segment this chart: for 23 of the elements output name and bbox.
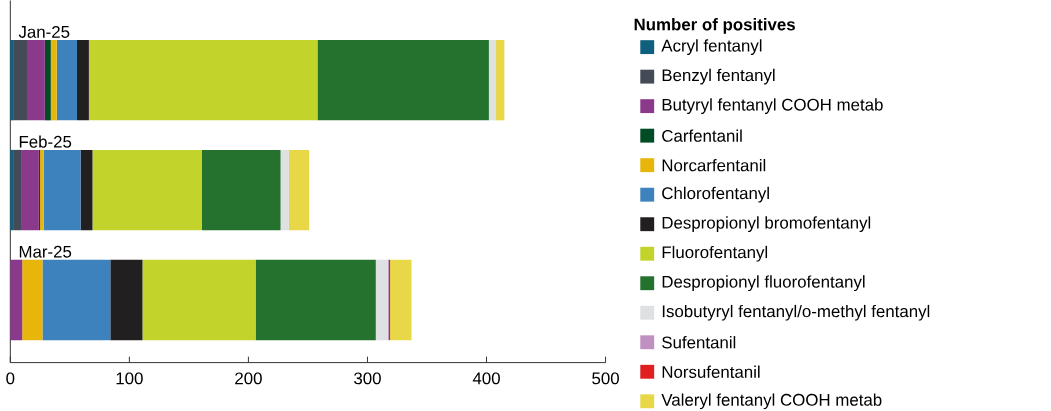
legend-label: Carfentanil bbox=[662, 129, 742, 142]
y-tick-label: Feb-25 bbox=[19, 135, 72, 148]
legend-label: Butyryl fentanyl COOH metab bbox=[662, 98, 883, 114]
y-tick-label: Jan-25 bbox=[18, 25, 70, 38]
legend-label: Sufentanil bbox=[662, 335, 736, 349]
legend-label: Chlorofentanyl bbox=[662, 186, 769, 203]
legend-label: Fluorofentanyl bbox=[662, 245, 768, 262]
legend-label: Despropionyl bromofentanyl bbox=[662, 216, 871, 232]
x-tick-label: 100 bbox=[116, 372, 143, 385]
x-tick-label: 300 bbox=[354, 372, 381, 385]
y-tick-label: Mar-25 bbox=[19, 245, 72, 258]
legend-label: Acryl fentanyl bbox=[661, 39, 762, 55]
legend-label: Norsufentanil bbox=[662, 365, 760, 378]
x-tick-label: 200 bbox=[235, 372, 262, 385]
legend-label: Norcarfentanil bbox=[662, 158, 766, 172]
legend-label: Isobutyryl fentanyl/o-methyl fentanyl bbox=[662, 304, 930, 321]
x-tick-label: 400 bbox=[472, 372, 500, 385]
legend-title: Number of positives bbox=[634, 17, 795, 34]
x-tick-label: 500 bbox=[592, 372, 619, 385]
legend-label: Despropionyl fluorofentanyl bbox=[662, 275, 865, 291]
legend-label: Valeryl fentanyl COOH metab bbox=[661, 393, 882, 410]
x-tick-label: 0 bbox=[6, 372, 15, 385]
legend-label: Benzyl fentanyl bbox=[662, 68, 775, 85]
